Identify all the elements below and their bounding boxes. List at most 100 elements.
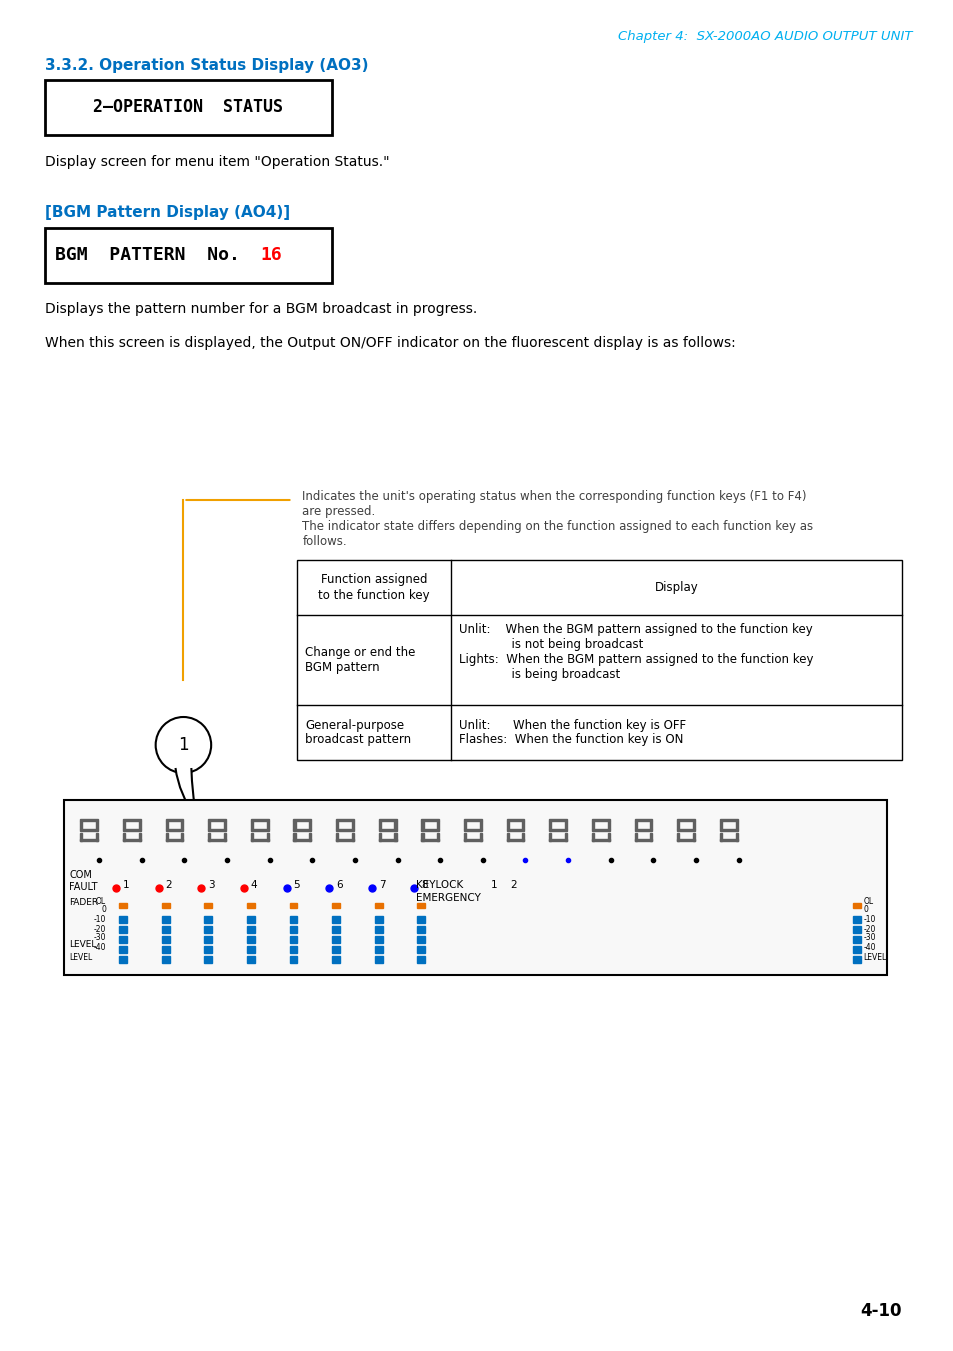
Bar (421, 839, 438, 840)
Bar (378, 821, 380, 828)
Text: Change or end the
BGM pattern: Change or end the BGM pattern (305, 646, 416, 674)
Bar (251, 830, 269, 831)
Bar (549, 832, 551, 840)
Bar (332, 916, 339, 923)
Bar (123, 819, 141, 821)
Bar (375, 946, 382, 952)
Bar (204, 957, 212, 963)
Text: OL: OL (862, 897, 873, 907)
Bar (375, 916, 382, 923)
Bar (80, 839, 98, 840)
Bar (591, 819, 609, 821)
Text: BGM  PATTERN  No.: BGM PATTERN No. (54, 246, 239, 265)
Bar (549, 839, 566, 840)
Bar (309, 821, 311, 828)
Bar (421, 832, 423, 840)
Bar (247, 925, 254, 934)
Bar (421, 819, 438, 821)
Bar (506, 830, 524, 831)
Bar (294, 830, 311, 831)
Bar (247, 936, 254, 943)
Bar (166, 839, 183, 840)
Bar (417, 925, 425, 934)
Bar (591, 839, 609, 840)
Text: General-purpose
broadcast pattern: General-purpose broadcast pattern (305, 719, 411, 747)
Text: Display: Display (654, 581, 698, 594)
Bar (119, 902, 127, 908)
Bar (161, 916, 170, 923)
Bar (251, 839, 269, 840)
Bar (852, 916, 860, 923)
Text: -30: -30 (93, 934, 106, 943)
Bar (506, 832, 508, 840)
Bar (692, 832, 695, 840)
Bar (161, 946, 170, 952)
Text: 2: 2 (510, 880, 517, 890)
Bar (294, 819, 311, 821)
Bar (522, 821, 524, 828)
Bar (138, 821, 141, 828)
Bar (119, 936, 127, 943)
Text: Unlit:      When the function key is OFF
Flashes:  When the function key is ON: Unlit: When the function key is OFF Flas… (458, 719, 685, 747)
Bar (294, 832, 295, 840)
Bar (677, 839, 695, 840)
Bar (650, 832, 652, 840)
Bar (735, 821, 737, 828)
Text: Display screen for menu item "Operation Status.": Display screen for menu item "Operation … (45, 155, 389, 169)
Bar (161, 936, 170, 943)
Text: LEVEL: LEVEL (70, 954, 92, 962)
Bar (208, 830, 226, 831)
Bar (204, 946, 212, 952)
Bar (289, 957, 297, 963)
Bar (463, 821, 466, 828)
Bar (119, 957, 127, 963)
Bar (138, 832, 141, 840)
Bar (506, 839, 524, 840)
Bar (549, 819, 566, 821)
Bar (204, 925, 212, 934)
Bar (45, 80, 332, 135)
Bar (166, 832, 168, 840)
Text: FAULT: FAULT (70, 882, 98, 892)
Bar (181, 821, 183, 828)
Bar (564, 832, 566, 840)
Text: LEVEL: LEVEL (70, 940, 96, 948)
Text: When this screen is displayed, the Output ON/OFF indicator on the fluorescent di: When this screen is displayed, the Outpu… (45, 336, 735, 350)
Bar (289, 925, 297, 934)
Bar (720, 819, 737, 821)
Bar (289, 902, 297, 908)
Text: OL: OL (96, 897, 106, 907)
Bar (332, 957, 339, 963)
Bar (852, 902, 860, 908)
Bar (166, 819, 183, 821)
Text: Chapter 4:  SX-2000AO AUDIO OUTPUT UNIT: Chapter 4: SX-2000AO AUDIO OUTPUT UNIT (617, 30, 911, 43)
Bar (181, 832, 183, 840)
Bar (247, 902, 254, 908)
FancyArrowPatch shape (180, 775, 196, 805)
Bar (123, 839, 141, 840)
Text: Function assigned
to the function key: Function assigned to the function key (318, 574, 430, 601)
Text: -30: -30 (862, 934, 875, 943)
Bar (166, 821, 168, 828)
Bar (549, 830, 566, 831)
Bar (251, 821, 253, 828)
Text: -20: -20 (862, 924, 875, 934)
Text: 6: 6 (335, 880, 342, 890)
Text: Displays the pattern number for a BGM broadcast in progress.: Displays the pattern number for a BGM br… (45, 303, 476, 316)
Bar (720, 830, 737, 831)
Bar (208, 821, 210, 828)
Bar (607, 821, 609, 828)
Bar (45, 228, 332, 282)
Text: -20: -20 (93, 924, 106, 934)
Bar (247, 916, 254, 923)
Text: -40: -40 (862, 943, 875, 952)
Text: 1: 1 (490, 880, 497, 890)
Bar (591, 821, 594, 828)
Bar (161, 902, 170, 908)
PathPatch shape (175, 767, 203, 825)
Bar (123, 821, 125, 828)
Circle shape (155, 717, 211, 773)
Bar (417, 902, 425, 908)
Bar (297, 561, 902, 761)
Bar (436, 832, 438, 840)
